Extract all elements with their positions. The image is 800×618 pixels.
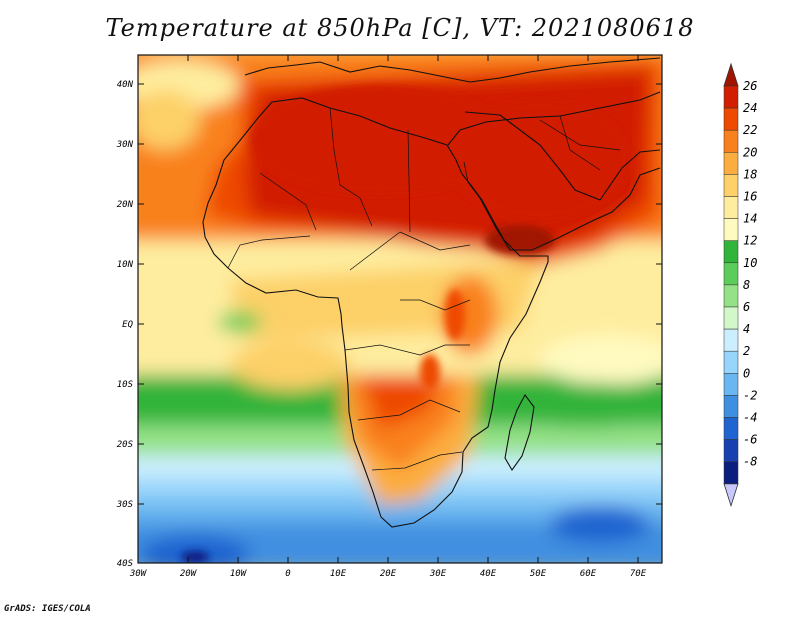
colorbar-swatch [723,373,739,396]
colorbar-label: -2 [743,388,757,402]
lon-label: 20W [180,569,198,579]
grads-credit: GrADS: IGES/COLA [4,604,91,614]
lat-label: EQ [122,320,133,330]
colorbar-swatch [723,240,739,264]
colorbar-label: 20 [743,145,757,159]
colorbar-swatch [723,129,739,153]
lon-label: 30W [129,569,148,579]
colorbar-label: 12 [743,234,757,248]
colorbar-label: 4 [743,322,750,336]
lon-label: 60E [580,569,597,579]
temperature-field [138,55,662,563]
colorbar-swatch [723,350,739,374]
colorbar-label: 24 [743,101,757,115]
latitude-axis: 40N 30N 20N 10N EQ 10S 20S 30S 40S [116,80,662,569]
colorbar-over-arrow [723,62,739,87]
colorbar-under-arrow [723,483,739,508]
lat-label: 30S [116,500,134,510]
lon-label: 0 [285,569,290,579]
lon-label: 40E [480,569,497,579]
country-borders [227,107,621,471]
lon-label: 50E [530,569,547,579]
coastlines [202,57,661,528]
lat-label: 20N [117,200,134,210]
colorbar-label: 16 [743,190,757,204]
colorbar-label: 0 [743,366,750,380]
colorbar-label: 22 [743,123,757,137]
plot-frame [137,54,663,564]
lon-label: 10W [230,569,248,579]
colorbar-label: -8 [743,455,757,469]
colorbar-label: 10 [743,256,757,270]
lat-label: 40S [117,559,134,569]
lon-label: 70E [630,569,647,579]
lat-label: 40N [117,80,134,90]
lon-label: 30E [429,569,447,579]
lat-label: 30N [116,140,134,150]
colorbar-swatch [723,395,739,418]
map-title: Temperature at 850hPa [C], VT: 202108061… [105,14,695,42]
lon-label: 20E [380,569,397,579]
lat-label: 10S [117,380,134,390]
colorbar-swatch [723,85,739,109]
colorbar-swatch [723,218,739,241]
colorbar-label: 8 [743,278,750,292]
colorbar-swatch [723,174,739,197]
colorbar-label: -6 [743,433,757,447]
colorbar-swatch [723,328,739,352]
colorbar-swatch [723,461,739,485]
colorbar-swatch [723,262,739,286]
colorbar-swatch [723,439,739,462]
colorbar-label: 26 [743,79,757,93]
lon-label: 10E [330,569,347,579]
longitude-axis: 30W 20W 10W 0 10E 20E 30E 40E 50E 60E 70E [129,55,647,579]
colorbar-label: 14 [743,212,757,226]
colorbar-swatch [723,284,739,308]
colorbar-label: 18 [743,167,757,181]
colorbar-swatch [723,196,739,219]
lat-label: 10N [117,260,134,270]
colorbar-swatch [723,417,739,440]
colorbar-swatch [723,306,739,330]
colorbar-swatch [723,107,739,131]
colorbar-label: 6 [743,300,750,314]
colorbar-swatch [723,152,739,175]
colorbar-label: -4 [743,411,757,425]
lat-label: 20S [117,440,134,450]
colorbar-label: 2 [743,344,750,358]
